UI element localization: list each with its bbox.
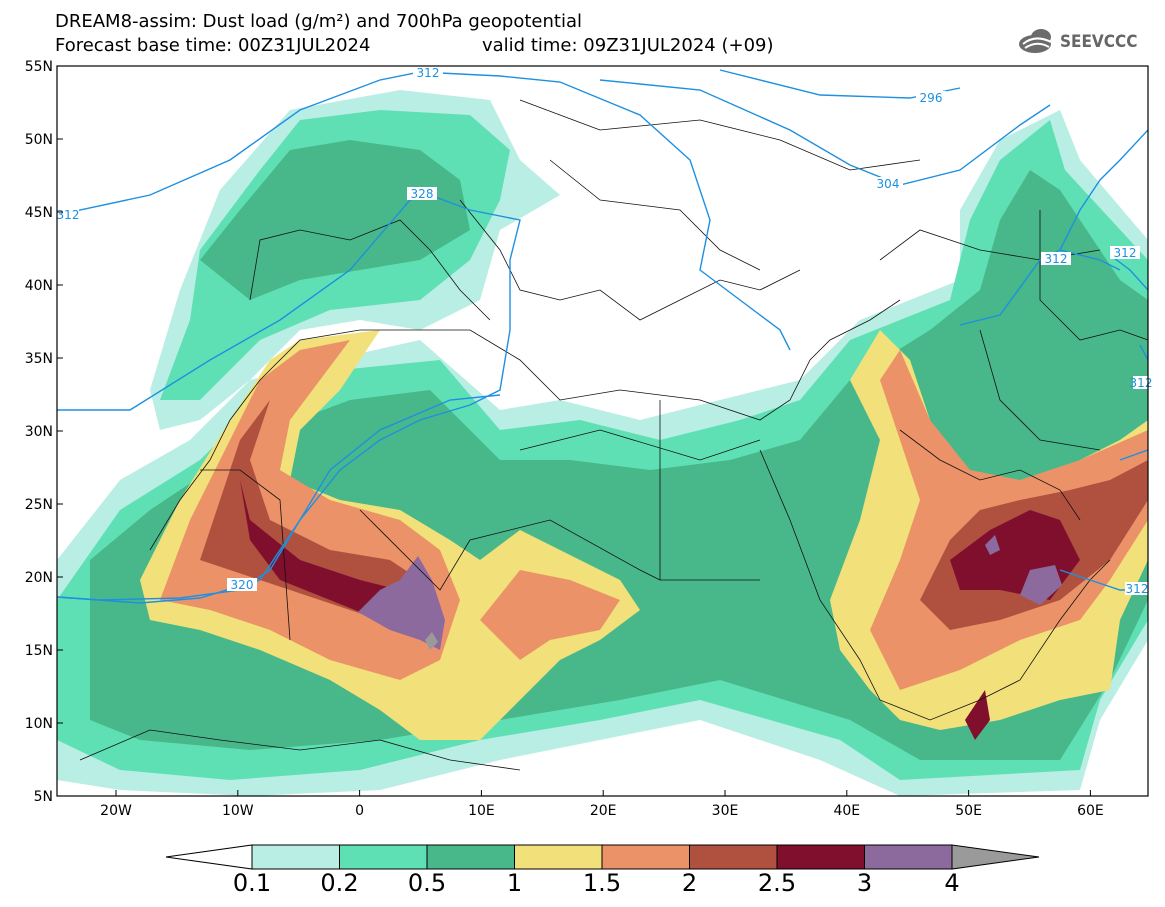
- lat-label: 10N: [25, 716, 53, 732]
- colorbar-swatch: [689, 844, 778, 870]
- colorbar-swatch: [601, 844, 690, 870]
- lat-label: 40N: [25, 278, 53, 294]
- contour-labels: 312 296 304 328 312 320 312 312 312 312: [57, 66, 1153, 596]
- contour-label-312-east: 312: [1045, 252, 1068, 266]
- colorbar-swatch: [514, 844, 603, 870]
- colorbar-level-label: 2.5: [757, 869, 797, 897]
- contour-label-328: 328: [411, 187, 434, 201]
- colorbar-level-label: 1.5: [582, 869, 622, 897]
- lat-label: 5N: [34, 789, 53, 805]
- contour-label-312-top: 312: [417, 66, 440, 80]
- lat-label: 20N: [25, 570, 53, 586]
- lat-label: 50N: [25, 132, 53, 148]
- cloud-icon: [1019, 29, 1052, 53]
- lat-label: 55N: [25, 59, 53, 75]
- lon-label: 10W: [222, 803, 254, 819]
- lon-label: 20W: [100, 803, 132, 819]
- lon-label: 30E: [712, 803, 739, 819]
- lat-label: 30N: [25, 424, 53, 440]
- colorbar-level-label: 1: [506, 869, 523, 897]
- dust-field: [57, 90, 1148, 796]
- lon-label: 20E: [590, 803, 617, 819]
- contour-label-320: 320: [231, 578, 254, 592]
- lat-label: 25N: [25, 497, 53, 513]
- lon-label: 40E: [833, 803, 860, 819]
- base-time: Forecast base time: 00Z31JUL2024: [55, 35, 371, 56]
- colorbar-swatch: [864, 844, 953, 870]
- lon-label: 10E: [468, 803, 495, 819]
- map-title: DREAM8-assim: Dust load (g/m²) and 700hP…: [55, 11, 582, 32]
- seevccc-logo: [1019, 29, 1052, 53]
- colorbar: [165, 844, 1040, 870]
- contour-label-304: 304: [877, 177, 900, 191]
- lon-label: 50E: [955, 803, 982, 819]
- lat-label: 45N: [25, 205, 53, 221]
- lat-label: 15N: [25, 643, 53, 659]
- colorbar-level-label: 4: [944, 869, 960, 897]
- colorbar-swatch: [339, 844, 428, 870]
- colorbar-swatch: [426, 844, 515, 870]
- valid-time: valid time: 09Z31JUL2024 (+09): [482, 35, 774, 56]
- logo-text: SEEVCCC: [1060, 32, 1138, 52]
- contour-label-296: 296: [920, 91, 943, 105]
- colorbar-level-label: 2: [681, 869, 698, 897]
- colorbar-swatch: [776, 844, 865, 870]
- contour-label-31-se: 312: [1126, 582, 1149, 596]
- colorbar-level-label: 0.5: [407, 869, 447, 897]
- contour-label-312-left: 312: [57, 208, 80, 222]
- colorbar-over-arrow: [951, 844, 1040, 870]
- contour-label-31-right: 312: [1130, 376, 1153, 390]
- lon-label: 0: [355, 803, 364, 819]
- colorbar-level-label: 3: [856, 869, 873, 897]
- colorbar-under-arrow: [165, 844, 253, 870]
- colorbar-level-label: 0.1: [232, 869, 272, 897]
- lon-label: 60E: [1077, 803, 1104, 819]
- colorbar-level-label: 0.2: [320, 869, 359, 897]
- contour-label-312-ne: 312: [1114, 246, 1137, 260]
- map-axes: 55N 50N 45N 40N 35N 30N 25N 20N 15N 10N 5N 20W 10W 0 1…: [25, 59, 1104, 819]
- lat-label: 35N: [25, 351, 53, 367]
- colorbar-swatch: [251, 844, 340, 870]
